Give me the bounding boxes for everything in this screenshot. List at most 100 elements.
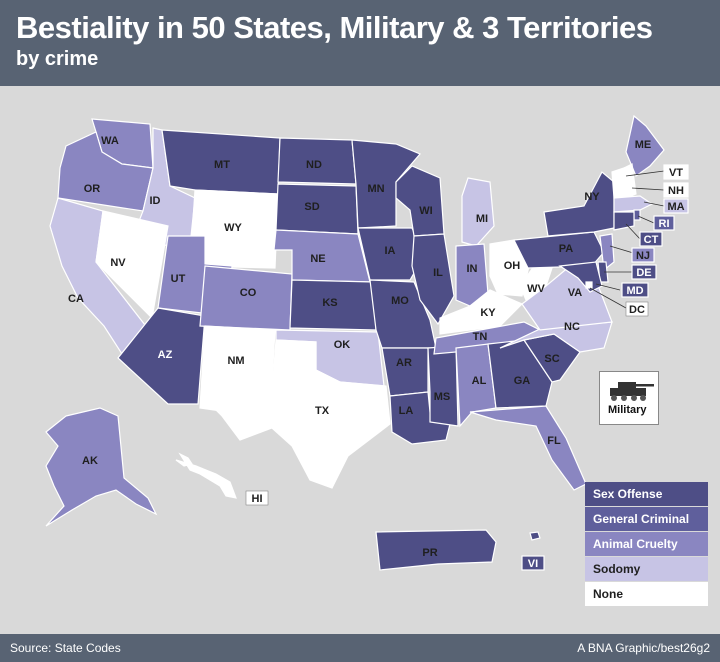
state-labels: WA OR CA ID NV MT WY UT AZ CO NM ND SD N… — [68, 135, 685, 570]
state-MN — [351, 139, 421, 229]
svg-text:ND: ND — [306, 159, 322, 171]
state-AK — [45, 407, 158, 527]
svg-text:NJ: NJ — [636, 250, 650, 262]
state-CT — [613, 211, 635, 231]
svg-text:AL: AL — [472, 375, 487, 387]
svg-text:ID: ID — [150, 195, 161, 207]
svg-text:VI: VI — [528, 558, 538, 570]
state-LA — [389, 391, 451, 445]
svg-text:GA: GA — [514, 375, 531, 387]
svg-text:MS: MS — [434, 391, 451, 403]
state-WV — [519, 261, 555, 301]
page-subtitle: by crime — [16, 48, 99, 70]
svg-text:OK: OK — [334, 339, 351, 351]
state-ME — [625, 114, 665, 177]
callout-box-RI — [653, 215, 675, 231]
svg-text:NV: NV — [110, 257, 126, 269]
svg-text:DE: DE — [636, 267, 651, 279]
svg-text:NM: NM — [227, 355, 244, 367]
callout-boxes — [245, 164, 689, 571]
state-WI — [395, 165, 445, 237]
svg-text:FL: FL — [547, 435, 561, 447]
legend: Sex Offense General Criminal Animal Crue… — [585, 482, 708, 607]
svg-text:TN: TN — [473, 331, 488, 343]
callout-box-CT — [639, 231, 663, 247]
callout-box-VI — [521, 555, 545, 571]
svg-text:NE: NE — [310, 253, 325, 265]
svg-text:IN: IN — [467, 263, 478, 275]
svg-text:OR: OR — [84, 183, 101, 195]
svg-text:MI: MI — [476, 213, 488, 225]
svg-text:NY: NY — [584, 191, 600, 203]
svg-text:PA: PA — [559, 243, 574, 255]
legend-item-animal-cruelty: Animal Cruelty — [585, 532, 708, 556]
svg-text:NH: NH — [668, 185, 684, 197]
state-TX — [208, 339, 391, 489]
svg-text:NC: NC — [564, 321, 580, 333]
page-title: Bestiality in 50 States, Military & 3 Te… — [16, 10, 653, 45]
svg-text:SD: SD — [304, 201, 319, 213]
state-MA — [613, 195, 654, 213]
svg-text:DC: DC — [629, 304, 645, 316]
svg-text:CO: CO — [240, 287, 257, 299]
svg-text:MT: MT — [214, 159, 230, 171]
state-PR — [375, 529, 497, 571]
callout-box-NH — [663, 182, 689, 198]
legend-item-general-criminal: General Criminal — [585, 507, 708, 531]
callout-box-MA — [663, 198, 689, 214]
tank-icon — [610, 382, 654, 401]
svg-text:MA: MA — [667, 201, 684, 213]
state-NJ — [599, 233, 615, 272]
us-map: WA OR CA ID NV MT WY UT AZ CO NM ND SD N… — [45, 114, 689, 571]
svg-text:ME: ME — [635, 139, 652, 151]
military-label: Military — [608, 404, 647, 416]
svg-text:WI: WI — [419, 205, 432, 217]
callout-box-DC — [625, 301, 649, 317]
svg-text:KY: KY — [480, 307, 496, 319]
footer-bar: Source: State Codes A BNA Graphic/best26… — [0, 634, 720, 662]
state-NH — [623, 163, 637, 199]
svg-text:LA: LA — [399, 405, 414, 417]
svg-text:WV: WV — [527, 283, 545, 295]
state-FL — [469, 405, 587, 491]
callout-box-MD — [621, 282, 649, 298]
svg-text:VT: VT — [669, 167, 683, 179]
legend-item-none: None — [585, 582, 708, 606]
state-MI — [461, 177, 495, 247]
state-AL — [455, 343, 497, 428]
state-NY — [543, 171, 615, 237]
state-AR — [381, 347, 429, 397]
svg-text:MO: MO — [391, 295, 409, 307]
svg-text:AZ: AZ — [158, 349, 173, 361]
svg-text:VA: VA — [568, 287, 583, 299]
svg-text:RI: RI — [659, 218, 670, 230]
legend-item-sex-offense: Sex Offense — [585, 482, 708, 506]
svg-text:SC: SC — [544, 353, 559, 365]
svg-text:MD: MD — [626, 285, 643, 297]
state-HI — [175, 452, 237, 499]
svg-text:AK: AK — [82, 455, 98, 467]
svg-text:TX: TX — [315, 405, 330, 417]
legend-item-sodomy: Sodomy — [585, 557, 708, 581]
credit-note: A BNA Graphic/best26g2 — [577, 641, 710, 655]
svg-text:IA: IA — [385, 245, 396, 257]
svg-text:CA: CA — [68, 293, 84, 305]
state-RI — [633, 209, 641, 221]
svg-text:OH: OH — [504, 260, 521, 272]
svg-text:IL: IL — [433, 267, 443, 279]
source-note: Source: State Codes — [10, 641, 121, 655]
state-VI — [529, 531, 541, 541]
svg-text:CT: CT — [644, 234, 659, 246]
callout-box-NJ — [631, 247, 655, 263]
callout-box-VT — [663, 164, 689, 180]
callout-box-HI — [245, 490, 269, 506]
svg-text:WY: WY — [224, 222, 242, 234]
svg-text:HI: HI — [252, 493, 263, 505]
states-layer — [45, 114, 665, 571]
callout-box-DE — [631, 264, 657, 280]
state-MS — [427, 345, 459, 427]
military-box: Military — [599, 371, 659, 425]
svg-text:MN: MN — [367, 183, 384, 195]
svg-text:AR: AR — [396, 357, 412, 369]
svg-text:WA: WA — [101, 135, 119, 147]
